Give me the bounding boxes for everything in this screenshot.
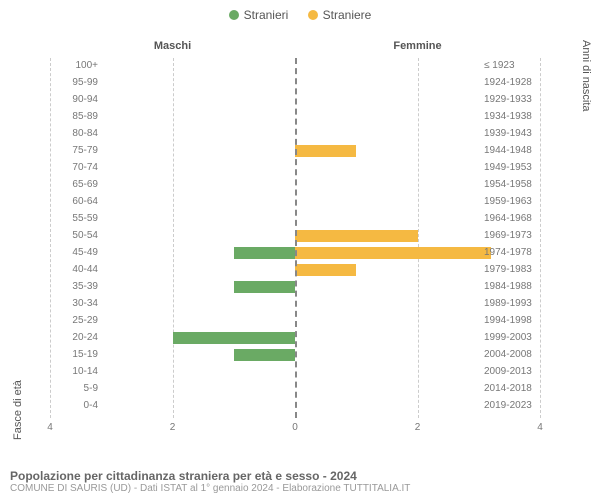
ytick-birth: 1984-1988 <box>484 281 540 292</box>
ytick-age: 80-84 <box>54 128 98 139</box>
ytick-birth: 1994-1998 <box>484 315 540 326</box>
ytick-birth: 1924-1928 <box>484 77 540 88</box>
xtick: 2 <box>408 422 428 433</box>
ytick-birth: 1944-1948 <box>484 145 540 156</box>
xtick: 4 <box>40 422 60 433</box>
ytick-birth: 1949-1953 <box>484 162 540 173</box>
ytick-birth: 1969-1973 <box>484 230 540 241</box>
ytick-age: 20-24 <box>54 332 98 343</box>
ytick-age: 30-34 <box>54 298 98 309</box>
ytick-age: 65-69 <box>54 179 98 190</box>
ytick-age: 35-39 <box>54 281 98 292</box>
column-title-female: Femmine <box>295 40 540 52</box>
ytick-birth: 1989-1993 <box>484 298 540 309</box>
ytick-age: 100+ <box>54 60 98 71</box>
ytick-age: 5-9 <box>54 383 98 394</box>
ytick-birth: 1934-1938 <box>484 111 540 122</box>
ytick-age: 40-44 <box>54 264 98 275</box>
bar-male <box>234 281 295 293</box>
legend-label-female: Straniere <box>323 8 372 22</box>
bar-male <box>234 349 295 361</box>
bar-female <box>295 145 356 157</box>
ytick-age: 95-99 <box>54 77 98 88</box>
ytick-age: 90-94 <box>54 94 98 105</box>
ytick-age: 75-79 <box>54 145 98 156</box>
ytick-birth: ≤ 1923 <box>484 60 540 71</box>
ytick-birth: 1959-1963 <box>484 196 540 207</box>
xtick: 0 <box>285 422 305 433</box>
center-line <box>295 58 297 418</box>
ytick-age: 45-49 <box>54 247 98 258</box>
bar-female <box>295 230 418 242</box>
ytick-age: 25-29 <box>54 315 98 326</box>
y-axis-label-right: Anni di nascita <box>580 40 592 440</box>
footer-sub: COMUNE DI SAURIS (UD) - Dati ISTAT al 1°… <box>10 483 590 494</box>
ytick-birth: 1929-1933 <box>484 94 540 105</box>
y-axis-label-left: Fasce di età <box>12 40 24 440</box>
legend-item-male: Stranieri <box>229 8 289 22</box>
ytick-birth: 1964-1968 <box>484 213 540 224</box>
ytick-age: 60-64 <box>54 196 98 207</box>
plot-area <box>50 58 540 418</box>
column-title-male: Maschi <box>50 40 295 52</box>
footer-title: Popolazione per cittadinanza straniera p… <box>10 469 590 483</box>
ytick-birth: 2014-2018 <box>484 383 540 394</box>
ytick-age: 55-59 <box>54 213 98 224</box>
bar-male <box>173 332 296 344</box>
legend-swatch-female <box>308 10 318 20</box>
ytick-birth: 1954-1958 <box>484 179 540 190</box>
legend: Stranieri Straniere <box>0 0 600 23</box>
footer: Popolazione per cittadinanza straniera p… <box>10 469 590 494</box>
ytick-age: 70-74 <box>54 162 98 173</box>
ytick-age: 50-54 <box>54 230 98 241</box>
ytick-birth: 2009-2013 <box>484 366 540 377</box>
legend-item-female: Straniere <box>308 8 372 22</box>
ytick-age: 10-14 <box>54 366 98 377</box>
xtick: 4 <box>530 422 550 433</box>
bar-female <box>295 247 491 259</box>
chart-container: Stranieri Straniere Fasce di età Anni di… <box>0 0 600 500</box>
xtick: 2 <box>163 422 183 433</box>
chart-area: Maschi Femmine 100+ ≤ 1923 95-99 1924-1928 9… <box>50 40 540 440</box>
ytick-birth: 1979-1983 <box>484 264 540 275</box>
legend-label-male: Stranieri <box>244 8 289 22</box>
ytick-age: 85-89 <box>54 111 98 122</box>
ytick-birth: 2019-2023 <box>484 400 540 411</box>
ytick-birth: 1974-1978 <box>484 247 540 258</box>
ytick-birth: 1939-1943 <box>484 128 540 139</box>
gridline <box>540 58 541 418</box>
ytick-age: 0-4 <box>54 400 98 411</box>
bar-female <box>295 264 356 276</box>
bar-male <box>234 247 295 259</box>
ytick-age: 15-19 <box>54 349 98 360</box>
ytick-birth: 2004-2008 <box>484 349 540 360</box>
ytick-birth: 1999-2003 <box>484 332 540 343</box>
legend-swatch-male <box>229 10 239 20</box>
